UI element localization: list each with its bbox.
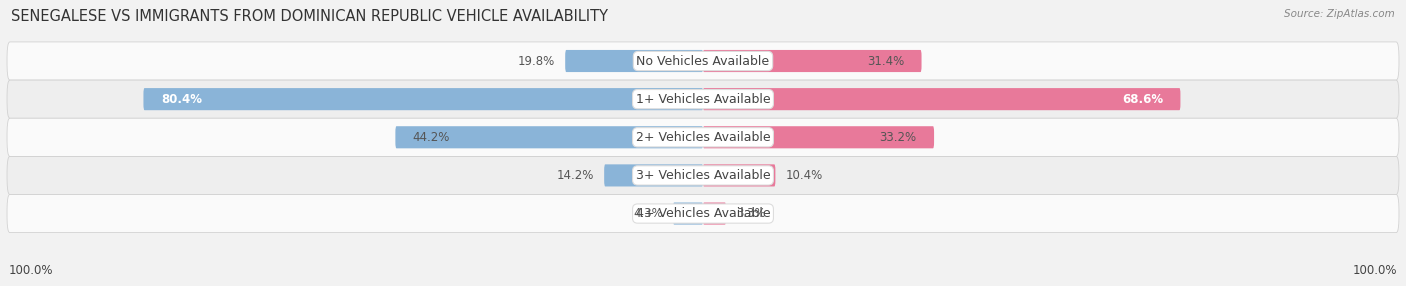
Text: 31.4%: 31.4% xyxy=(868,55,904,67)
FancyBboxPatch shape xyxy=(703,164,775,186)
FancyBboxPatch shape xyxy=(703,88,1181,110)
FancyBboxPatch shape xyxy=(673,202,703,225)
Text: 1+ Vehicles Available: 1+ Vehicles Available xyxy=(636,93,770,106)
Text: 44.2%: 44.2% xyxy=(413,131,450,144)
Text: 33.2%: 33.2% xyxy=(880,131,917,144)
FancyBboxPatch shape xyxy=(703,50,921,72)
Text: No Vehicles Available: No Vehicles Available xyxy=(637,55,769,67)
FancyBboxPatch shape xyxy=(7,80,1399,118)
Text: 14.2%: 14.2% xyxy=(557,169,593,182)
Text: Source: ZipAtlas.com: Source: ZipAtlas.com xyxy=(1284,9,1395,19)
Text: 100.0%: 100.0% xyxy=(1353,265,1398,277)
Text: SENEGALESE VS IMMIGRANTS FROM DOMINICAN REPUBLIC VEHICLE AVAILABILITY: SENEGALESE VS IMMIGRANTS FROM DOMINICAN … xyxy=(11,9,609,23)
FancyBboxPatch shape xyxy=(565,50,703,72)
Text: 19.8%: 19.8% xyxy=(517,55,555,67)
FancyBboxPatch shape xyxy=(7,194,1399,233)
Text: 4.3%: 4.3% xyxy=(633,207,662,220)
Text: 68.6%: 68.6% xyxy=(1122,93,1163,106)
FancyBboxPatch shape xyxy=(7,118,1399,156)
FancyBboxPatch shape xyxy=(703,126,934,148)
Text: 10.4%: 10.4% xyxy=(786,169,823,182)
Text: 3.3%: 3.3% xyxy=(737,207,766,220)
Text: 100.0%: 100.0% xyxy=(8,265,53,277)
FancyBboxPatch shape xyxy=(703,202,725,225)
Text: 2+ Vehicles Available: 2+ Vehicles Available xyxy=(636,131,770,144)
Text: 4+ Vehicles Available: 4+ Vehicles Available xyxy=(636,207,770,220)
FancyBboxPatch shape xyxy=(7,156,1399,194)
Text: 80.4%: 80.4% xyxy=(160,93,202,106)
FancyBboxPatch shape xyxy=(143,88,703,110)
Text: 3+ Vehicles Available: 3+ Vehicles Available xyxy=(636,169,770,182)
FancyBboxPatch shape xyxy=(395,126,703,148)
FancyBboxPatch shape xyxy=(605,164,703,186)
FancyBboxPatch shape xyxy=(7,42,1399,80)
